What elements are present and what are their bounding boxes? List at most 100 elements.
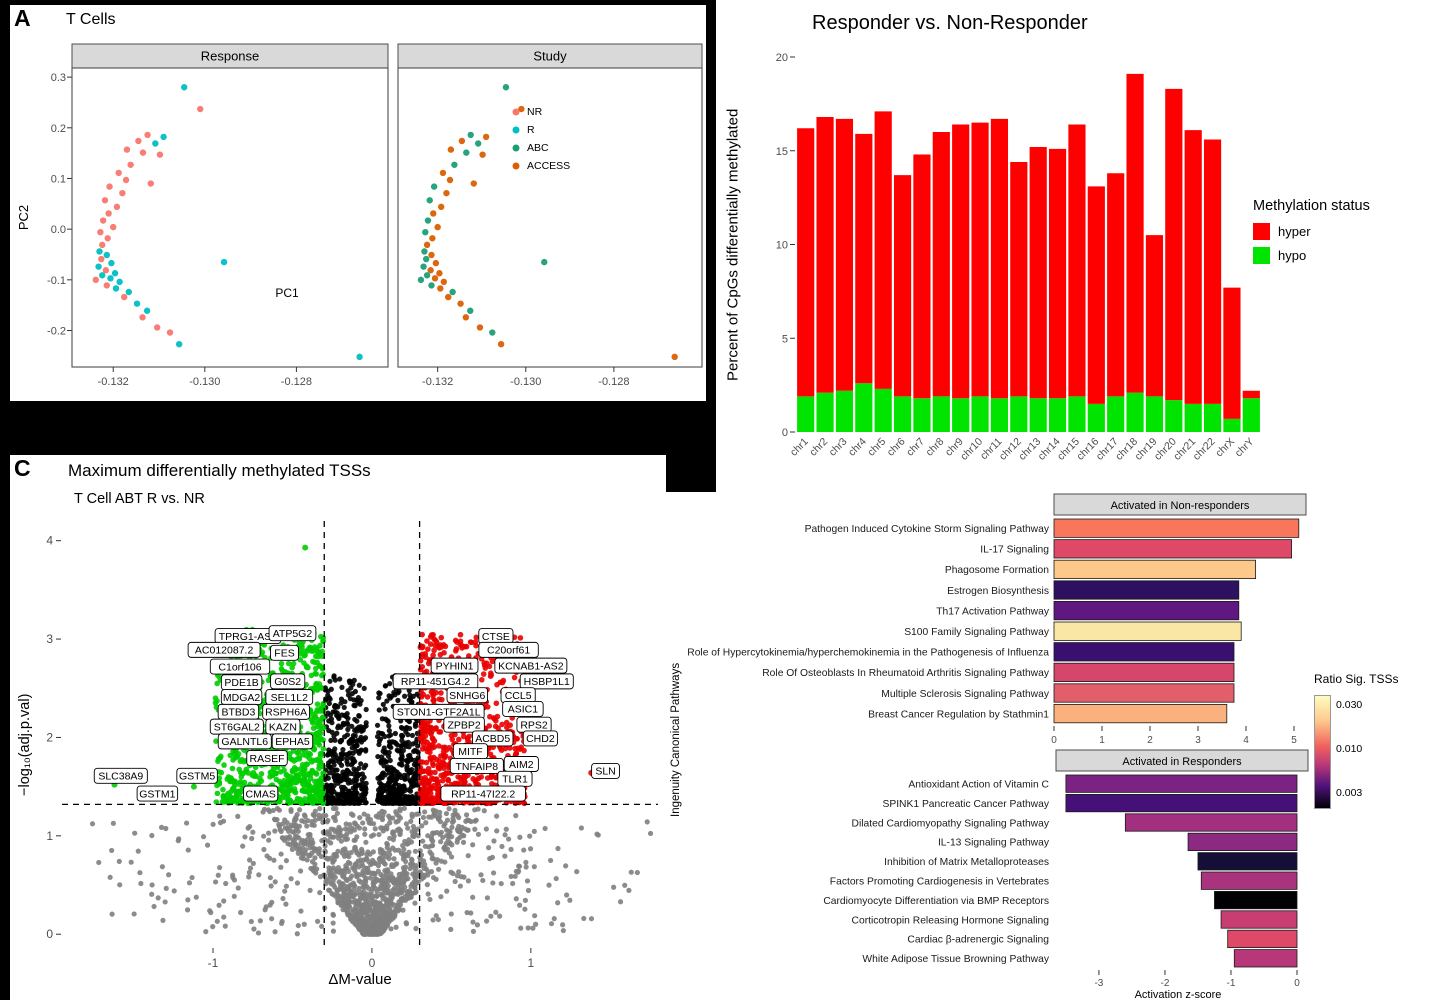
svg-text:RSPH6A: RSPH6A: [265, 707, 307, 719]
svg-text:4: 4: [1243, 735, 1249, 746]
svg-text:MDGA2: MDGA2: [223, 692, 261, 704]
svg-text:-0.130: -0.130: [189, 376, 220, 388]
panel-b-methylation-bars: 0 5 10 15 20 chr1 chr2 chr3 chr4 chr5 chr6 chr7 chr8…: [716, 0, 1431, 492]
panel-a-pca: -0.2 -0.1 0.0 0.1 0.2 0.3 PC2 Response -0.132 -0.…: [10, 5, 706, 401]
svg-text:5: 5: [782, 333, 788, 345]
svg-text:IL-13 Signaling Pathway: IL-13 Signaling Pathway: [938, 838, 1050, 849]
svg-text:0: 0: [369, 956, 376, 970]
panel-c-subtitle: T Cell ABT R vs. NR: [74, 491, 205, 507]
svg-text:GSTM5: GSTM5: [179, 771, 215, 783]
svg-text:-0.132: -0.132: [98, 376, 129, 388]
svg-text:-0.1: -0.1: [47, 275, 66, 287]
svg-text:0: 0: [782, 427, 788, 439]
ratio-gradient-bar: [1314, 695, 1331, 809]
svg-text:Study: Study: [533, 49, 567, 64]
svg-text:GALNTL6: GALNTL6: [221, 736, 268, 748]
svg-text:PC1: PC1: [275, 286, 299, 300]
svg-text:3: 3: [1195, 735, 1201, 746]
svg-text:10: 10: [776, 240, 788, 252]
svg-text:ACCESS: ACCESS: [527, 160, 570, 172]
svg-text:Multiple Sclerosis Signaling P: Multiple Sclerosis Signaling Pathway: [881, 689, 1050, 700]
svg-text:CMAS: CMAS: [245, 788, 275, 800]
svg-text:2: 2: [1147, 735, 1153, 746]
svg-text:RP11-451G4.2: RP11-451G4.2: [401, 676, 470, 688]
svg-text:CHD2: CHD2: [526, 733, 555, 745]
svg-text:PDE1B: PDE1B: [224, 677, 258, 689]
svg-text:3: 3: [46, 632, 53, 646]
svg-text:ATP5G2: ATP5G2: [273, 628, 313, 640]
svg-text:chr7: chr7: [904, 436, 927, 459]
svg-text:CCL5: CCL5: [505, 690, 532, 702]
svg-text:ABC: ABC: [527, 142, 549, 154]
svg-text:Cardiomyocyte Differentiation: Cardiomyocyte Differentiation via BMP Re…: [823, 896, 1049, 907]
panel-d-pathways: Activated in Non-responders Pathogen Indu…: [666, 492, 1431, 1000]
panel-c-x-axis-label: ΔM-value: [328, 971, 392, 988]
ratio-tick-mid: 0.010: [1336, 743, 1363, 755]
svg-text:AIM2: AIM2: [509, 759, 534, 771]
svg-text:Activated in Non-responders: Activated in Non-responders: [1111, 500, 1250, 512]
svg-text:Estrogen Biosynthesis: Estrogen Biosynthesis: [947, 586, 1049, 597]
svg-text:Response: Response: [201, 49, 260, 64]
svg-text:KAZN: KAZN: [269, 721, 297, 733]
panel-c-title: Maximum differentially methylated TSSs: [68, 461, 371, 480]
svg-text:C1orf106: C1orf106: [218, 661, 261, 673]
svg-text:5: 5: [1291, 735, 1297, 746]
svg-text:SEL1L2: SEL1L2: [271, 692, 309, 704]
methylation-status-legend: Methylation status hyper hypo: [1253, 198, 1370, 271]
svg-text:-0.130: -0.130: [510, 376, 541, 388]
svg-text:-1: -1: [208, 956, 219, 970]
pathway-bar-charts: Activated in Non-responders Pathogen Indu…: [687, 493, 1309, 1000]
svg-text:SLC38A9: SLC38A9: [98, 771, 143, 783]
svg-text:chr4: chr4: [846, 436, 869, 459]
svg-text:GSTM1: GSTM1: [139, 788, 175, 800]
svg-text:Corticotropin Releasing Hormon: Corticotropin Releasing Hormone Signalin…: [852, 915, 1050, 926]
panel-d-y-axis-label: Ingenuity Canonical Pathways: [670, 662, 682, 818]
svg-text:KCNAB1-AS2: KCNAB1-AS2: [498, 660, 564, 672]
svg-text:S100 Family Signaling Pathway: S100 Family Signaling Pathway: [904, 627, 1050, 638]
svg-text:Factors Promoting Cardiogenesi: Factors Promoting Cardiogenesis in Verte…: [830, 877, 1049, 888]
svg-text:4: 4: [46, 534, 53, 548]
svg-text:C20orf61: C20orf61: [487, 645, 530, 657]
svg-text:1: 1: [1099, 735, 1105, 746]
svg-text:1: 1: [46, 829, 53, 843]
svg-text:Phagosome Formation: Phagosome Formation: [945, 565, 1049, 576]
svg-text:G0S2: G0S2: [274, 676, 301, 688]
svg-text:Role of Hypercytokinemia/hyper: Role of Hypercytokinemia/hyperchemokinem…: [687, 648, 1049, 659]
ratio-sig-tss-legend: Ratio Sig. TSSs 0.030 0.010 0.003: [1314, 672, 1426, 809]
legend-title: Methylation status: [1253, 198, 1370, 214]
svg-text:Role Of Osteoblasts In Rheumat: Role Of Osteoblasts In Rheumatoid Arthri…: [762, 668, 1050, 679]
svg-text:NR: NR: [527, 106, 543, 118]
svg-text:Antioxidant Action of Vitamin: Antioxidant Action of Vitamin C: [908, 780, 1049, 791]
svg-text:Dilated Cardiomyopathy Signali: Dilated Cardiomyopathy Signaling Pathway: [852, 818, 1050, 829]
ratio-tick-high: 0.030: [1336, 699, 1363, 711]
svg-text:STON1-GTF2A1L: STON1-GTF2A1L: [397, 707, 481, 719]
svg-text:ACBD5: ACBD5: [475, 733, 510, 745]
svg-text:EPHA5: EPHA5: [275, 736, 310, 748]
svg-text:0.2: 0.2: [51, 123, 66, 135]
svg-text:0.0: 0.0: [51, 224, 66, 236]
svg-text:chrY: chrY: [1233, 436, 1257, 460]
svg-text:chr3: chr3: [827, 436, 850, 459]
svg-text:RASEF: RASEF: [250, 753, 285, 765]
svg-text:TNFAIP8: TNFAIP8: [456, 761, 499, 773]
svg-text:HSBP1L1: HSBP1L1: [524, 676, 570, 688]
svg-text:Cardiac β-adrenergic Signaling: Cardiac β-adrenergic Signaling: [907, 935, 1049, 946]
svg-text:chr2: chr2: [807, 436, 830, 459]
svg-text:PC2: PC2: [16, 205, 31, 230]
svg-text:SPINK1 Pancreatic Cancer Pathw: SPINK1 Pancreatic Cancer Pathway: [882, 799, 1049, 810]
svg-text:-0.132: -0.132: [422, 376, 453, 388]
hyper-color-swatch: [1253, 223, 1270, 240]
panel-b-y-axis-label: Percent of CpGs differentially methylate…: [724, 108, 742, 381]
svg-text:Pathogen Induced Cytokine Stor: Pathogen Induced Cytokine Storm Signalin…: [805, 524, 1050, 535]
svg-text:chr8: chr8: [923, 436, 946, 459]
svg-text:-0.128: -0.128: [598, 376, 629, 388]
svg-text:TPRG1-AS1: TPRG1-AS1: [219, 631, 278, 643]
svg-text:ASIC1: ASIC1: [508, 704, 539, 716]
svg-text:SLN: SLN: [595, 766, 615, 778]
svg-text:PYHIN1: PYHIN1: [436, 660, 474, 672]
legend-item-hyper: hyper: [1253, 223, 1370, 240]
svg-text:White Adipose Tissue Browning: White Adipose Tissue Browning Pathway: [862, 954, 1049, 965]
svg-text:0: 0: [1294, 978, 1300, 989]
svg-text:TLR1: TLR1: [502, 774, 528, 786]
